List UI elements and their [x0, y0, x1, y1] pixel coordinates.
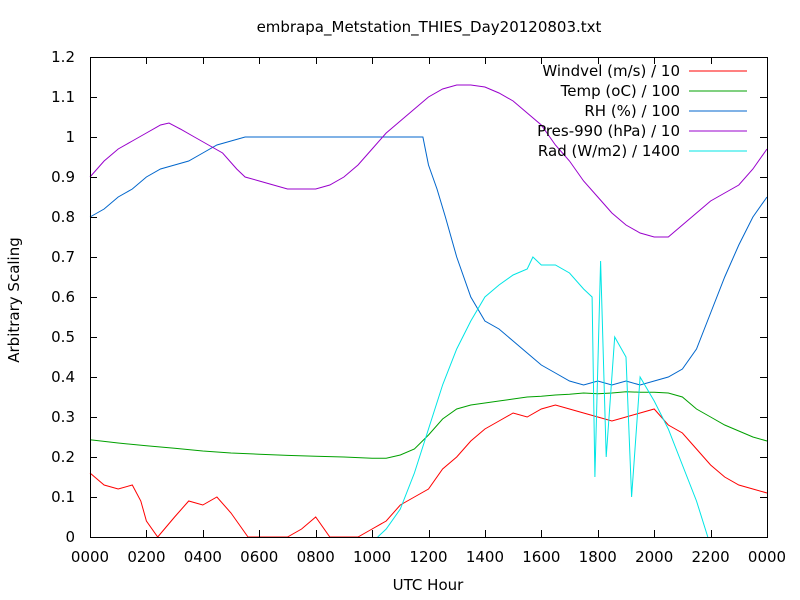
series-line-4 — [89, 84, 768, 238]
series-line-1 — [89, 404, 768, 538]
y-tick-label: 0.4 — [51, 368, 75, 386]
x-tick-label: 1600 — [522, 548, 560, 566]
y-tick-label: 0.1 — [51, 488, 75, 506]
x-tick-label: 2000 — [635, 548, 673, 566]
legend-label: Rad (W/m2) / 1400 — [538, 142, 680, 160]
y-tick-label: 0.6 — [51, 288, 75, 306]
x-tick-label: 1800 — [579, 548, 617, 566]
x-axis-label: UTC Hour — [393, 576, 464, 594]
series-group — [89, 84, 768, 538]
x-tick-label: 1200 — [409, 548, 447, 566]
legend-label: Pres-990 (hPa) / 10 — [537, 122, 680, 140]
legend: Windvel (m/s) / 10 Temp (oC) / 100 RH (%) … — [537, 62, 747, 160]
x-tick-label: 0400 — [184, 548, 222, 566]
x-tick-label: 0600 — [240, 548, 278, 566]
series-line-3 — [89, 136, 768, 386]
x-axis: 0000 0200 0400 0600 0800 1000 1200 1400 1600 1800… — [71, 57, 786, 566]
chart-title: embrapa_Metstation_THIES_Day20120803.txt — [257, 18, 602, 37]
legend-label: Windvel (m/s) / 10 — [542, 62, 680, 80]
y-tick-label: 1 — [65, 128, 75, 146]
x-tick-label: 0800 — [297, 548, 335, 566]
y-tick-label: 0.8 — [51, 208, 75, 226]
y-tick-label: 0 — [65, 528, 75, 546]
y-tick-label: 0.2 — [51, 448, 75, 466]
series-line-5 — [377, 256, 709, 538]
x-tick-label: 0000 — [71, 548, 109, 566]
legend-label: RH (%) / 100 — [584, 102, 680, 120]
y-axis-label: Arbitrary Scaling — [5, 237, 23, 363]
y-axis: 0 0.1 0.2 0.3 0.4 0.5 0.6 0.7 0.8 0.9 1 1.1 1.2 — [51, 48, 767, 546]
y-tick-label: 0.5 — [51, 328, 75, 346]
x-tick-label: 0000 — [748, 548, 786, 566]
y-tick-label: 1.2 — [51, 48, 75, 66]
legend-label: Temp (oC) / 100 — [560, 82, 680, 100]
series-line-2 — [89, 391, 768, 459]
y-tick-label: 0.7 — [51, 248, 75, 266]
x-tick-label: 1000 — [353, 548, 391, 566]
y-tick-label: 1.1 — [51, 88, 75, 106]
x-tick-label: 0200 — [127, 548, 165, 566]
y-tick-label: 0.3 — [51, 408, 75, 426]
y-tick-label: 0.9 — [51, 168, 75, 186]
x-tick-label: 1400 — [466, 548, 504, 566]
x-tick-label: 2200 — [691, 548, 729, 566]
